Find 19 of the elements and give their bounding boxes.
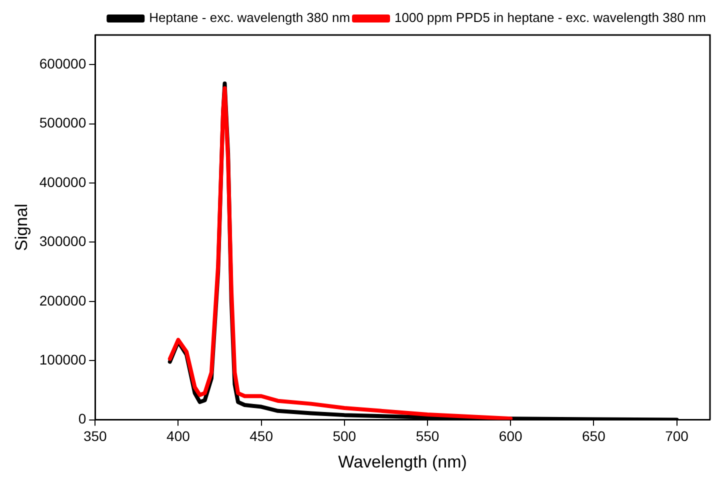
y-tick-label: 400000 — [39, 174, 86, 190]
x-tick-label: 550 — [416, 428, 440, 444]
y-axis-title: Signal — [12, 204, 31, 252]
x-axis-title: Wavelength (nm) — [338, 452, 467, 472]
y-tick-label: 200000 — [39, 292, 86, 308]
x-tick-label: 650 — [582, 428, 606, 444]
y-tick-label: 100000 — [39, 351, 86, 368]
y-tick-label: 500000 — [39, 114, 86, 131]
y-tick-label: 300000 — [39, 233, 86, 250]
x-tick-label: 700 — [665, 428, 689, 444]
y-tick-label: 600000 — [39, 55, 86, 72]
x-tick-label: 350 — [83, 428, 108, 444]
x-tick-label: 500 — [332, 428, 356, 444]
legend-label: Heptane - exc. wavelength 380 nm — [149, 10, 350, 26]
x-tick-label: 450 — [250, 428, 274, 444]
x-tick-label: 600 — [498, 428, 522, 444]
legend-label: 1000 ppm PPD5 in heptane - exc. wavelength 380 nm — [394, 10, 706, 26]
y-tick-label: 0 — [78, 410, 86, 427]
x-tick-label: 400 — [166, 428, 190, 444]
